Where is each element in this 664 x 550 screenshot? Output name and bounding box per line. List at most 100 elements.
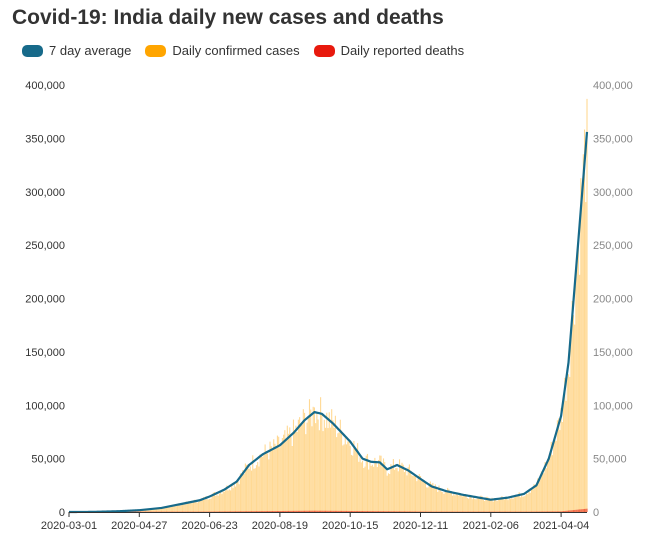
deaths-bar [232, 511, 234, 512]
x-tick-label: 2020-12-11 [393, 520, 448, 532]
cases-bar [471, 499, 473, 512]
legend-item-daily-confirmed-cases[interactable]: Daily confirmed cases [145, 43, 300, 58]
cases-bar [246, 464, 248, 512]
deaths-bar [299, 510, 301, 512]
deaths-bar [311, 510, 313, 512]
cases-bar [410, 470, 412, 512]
cases-bar [243, 474, 245, 512]
cases-bar [423, 480, 425, 512]
cases-bar [422, 480, 424, 512]
deaths-bar [380, 511, 382, 512]
deaths-bar [344, 510, 346, 512]
cases-bar [508, 498, 510, 512]
cases-bar [415, 474, 417, 512]
cases-bar [227, 490, 229, 512]
deaths-bar [306, 510, 308, 512]
deaths-bar [218, 511, 221, 512]
y-tick-label-right: 150,000 [593, 347, 633, 359]
cases-bar [417, 478, 419, 512]
cases-bar [300, 424, 302, 512]
cases-bar [345, 444, 348, 512]
cases-bar [153, 509, 155, 512]
deaths-bar [571, 510, 573, 512]
average-line [68, 131, 589, 514]
deaths-bar [341, 510, 343, 512]
cases-bar [338, 432, 340, 512]
deaths-bar [358, 511, 360, 512]
chart-title: Covid-19: India daily new cases and deat… [12, 6, 444, 29]
cases-bar [179, 505, 181, 512]
cases-bar [489, 498, 491, 512]
cases-bar [540, 471, 542, 512]
cases-bar [176, 505, 179, 512]
cases-bar [158, 507, 160, 512]
deaths-bar [564, 510, 566, 512]
deaths-bar [217, 511, 219, 512]
cases-bar [264, 444, 266, 512]
deaths-bar [334, 510, 336, 512]
cases-bar [316, 411, 318, 512]
x-tick-label: 2020-08-19 [252, 520, 308, 532]
cases-bar [207, 499, 209, 512]
cases-bar [496, 501, 498, 512]
y-tick-label-left: 350,000 [25, 133, 65, 145]
cases-bar [157, 508, 159, 512]
deaths-bar [259, 511, 261, 512]
deaths-bar [567, 510, 570, 512]
legend-swatch-daily-reported-deaths [313, 44, 335, 57]
cases-bar [181, 503, 184, 512]
deaths-bar [223, 511, 225, 512]
deaths-bar [291, 510, 293, 512]
cases-bar [273, 439, 275, 512]
deaths-bar [395, 511, 397, 512]
deaths-bar [260, 511, 262, 512]
deaths-bar [371, 511, 373, 512]
cases-bar [320, 397, 322, 512]
legend-item-7-day-average[interactable]: 7 day average [22, 43, 131, 58]
cases-bar [534, 486, 536, 512]
cases-bar [486, 496, 488, 512]
cases-bar [442, 492, 444, 512]
cases-bar [292, 419, 295, 512]
cases-bar [283, 434, 285, 512]
deaths-bar [368, 511, 370, 512]
cases-bar [464, 494, 466, 512]
cases-bar [550, 441, 552, 512]
deaths-bar [310, 510, 312, 512]
deaths-bar [412, 511, 414, 512]
cases-bar [289, 427, 291, 512]
cases-bar [215, 495, 217, 512]
legend-label-daily-reported-deaths: Daily reported deaths [340, 43, 465, 58]
cases-bar [576, 261, 578, 512]
cases-bar [326, 412, 328, 512]
cases-bar [146, 509, 148, 512]
cases-bar [529, 492, 531, 512]
cases-bar [317, 419, 319, 512]
cases-bar [364, 466, 366, 512]
cases-bar [503, 499, 505, 512]
cases-bar [339, 419, 341, 512]
cases-bar [421, 479, 423, 512]
deaths-bar [345, 510, 348, 512]
cases-bar [286, 425, 288, 512]
cases-bar [532, 489, 534, 512]
cases-bar [204, 499, 206, 512]
cases-bar [579, 274, 581, 512]
cases-bar [397, 471, 399, 512]
deaths-bar [247, 511, 249, 512]
deaths-bar [359, 511, 361, 512]
deaths-bar [369, 511, 371, 512]
cases-bar [577, 235, 579, 513]
deaths-bar [230, 511, 232, 512]
cases-bar [201, 498, 203, 512]
cases-bar [545, 468, 547, 512]
cases-bar [564, 377, 566, 512]
cases-bar [301, 424, 303, 512]
cases-bar [495, 498, 497, 512]
legend-item-daily-reported-deaths[interactable]: Daily reported deaths [313, 43, 465, 58]
deaths-bar [558, 511, 560, 512]
cases-bar [280, 444, 282, 512]
cases-bar [575, 271, 577, 512]
deaths-bar [227, 511, 229, 512]
cases-bar [306, 422, 308, 512]
